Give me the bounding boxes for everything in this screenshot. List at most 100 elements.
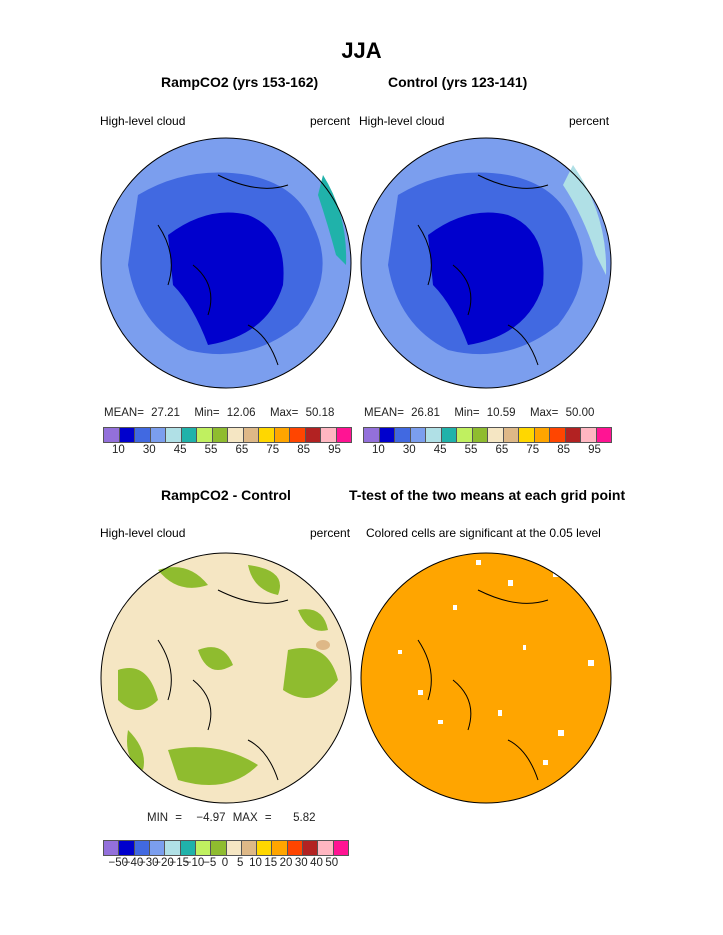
colorbar-tick-label: 85	[557, 444, 571, 456]
colorbar-swatch	[241, 841, 258, 855]
colorbar-swatch	[212, 428, 228, 442]
colorbar-swatch	[488, 428, 504, 442]
colorbar-tick-label: −15	[169, 857, 190, 869]
colorbar-swatch	[135, 428, 151, 442]
colorbar-swatch	[305, 428, 321, 442]
colorbar-tick-label: 10	[249, 857, 262, 869]
colorbar-swatch	[596, 428, 611, 442]
colorbar-swatch	[228, 428, 244, 442]
colorbar-tick-label: 95	[588, 444, 601, 456]
panel-2-stats: MEAN= 26.81 Min= 10.59 Max= 50.00	[364, 407, 595, 419]
map-control	[360, 137, 612, 389]
colorbar-control	[363, 427, 612, 443]
colorbar-tick-label: −10	[184, 857, 205, 869]
colorbar-swatch	[318, 841, 334, 855]
colorbar-tick-label: 10	[112, 444, 125, 456]
colorbar-swatch	[581, 428, 597, 442]
colorbar-tick-label: 5	[237, 857, 244, 869]
colorbar-tick-label: 65	[495, 444, 509, 456]
colorbar-swatch	[519, 428, 535, 442]
colorbar-swatch	[336, 428, 351, 442]
colorbar-swatch	[134, 841, 150, 855]
colorbar-tick-label: 45	[173, 444, 187, 456]
colorbar-difference-ticks: −50 −40 −30 −20 −15 −10 −5 0 5 10 15 20 30 40 50	[103, 857, 347, 871]
colorbar-tick-label: −30	[138, 857, 159, 869]
colorbar-tick-label: 55	[204, 444, 218, 456]
panel-4-title: T-test of the two means at each grid poi…	[349, 487, 626, 503]
colorbar-swatch	[150, 428, 166, 442]
colorbar-tick-label: 65	[235, 444, 249, 456]
colorbar-swatch	[333, 841, 348, 855]
colorbar-swatch	[565, 428, 581, 442]
panel-3-units: percent	[310, 526, 351, 540]
colorbar-swatch	[379, 428, 395, 442]
colorbar-swatch	[243, 428, 259, 442]
colorbar-swatch	[441, 428, 457, 442]
colorbar-swatch	[364, 428, 380, 442]
colorbar-swatch	[211, 841, 227, 855]
colorbar-tick-label: 15	[264, 857, 278, 869]
colorbar-tick-label: −5	[203, 857, 217, 869]
panel-2-title: Control (yrs 123-141)	[388, 74, 528, 90]
map-rampco2	[100, 137, 352, 389]
panel-3-stats: MIN = −4.97 MAX = 5.82	[147, 812, 316, 824]
colorbar-swatch	[180, 841, 196, 855]
colorbar-difference	[103, 840, 349, 856]
panel-1-title: RampCO2 (yrs 153-162)	[161, 74, 319, 90]
colorbar-swatch	[426, 428, 442, 442]
colorbar-tick-label: 20	[279, 857, 293, 869]
map-ttest	[360, 552, 612, 804]
colorbar-swatch	[119, 841, 135, 855]
colorbar-swatch	[287, 841, 304, 855]
colorbar-swatch	[149, 841, 166, 855]
colorbar-swatch	[226, 841, 242, 855]
colorbar-tick-label: 40	[310, 857, 323, 869]
panel-3-title: RampCO2 - Control	[161, 487, 291, 503]
colorbar-tick-label: 55	[464, 444, 478, 456]
colorbar-swatch	[472, 428, 488, 442]
colorbar-swatch	[534, 428, 550, 442]
map-difference	[100, 552, 352, 804]
colorbar-swatch	[457, 428, 473, 442]
colorbar-swatch	[165, 841, 181, 855]
colorbar-tick-label: 30	[142, 444, 156, 456]
colorbar-swatch	[257, 841, 273, 855]
figure-title: JJA	[341, 38, 382, 63]
colorbar-tick-label: 30	[294, 857, 308, 869]
panel-4-note: Colored cells are significant at the 0.0…	[366, 526, 601, 540]
colorbar-swatch	[274, 428, 290, 442]
colorbar-swatch	[303, 841, 319, 855]
colorbar-swatch	[166, 428, 182, 442]
colorbar-swatch	[410, 428, 426, 442]
colorbar-swatch	[195, 841, 212, 855]
colorbar-swatch	[119, 428, 135, 442]
colorbar-tick-label: 85	[297, 444, 311, 456]
colorbar-swatch	[503, 428, 519, 442]
colorbar-tick-label: 75	[526, 444, 540, 456]
colorbar-swatch	[104, 841, 120, 855]
colorbar-tick-label: 45	[433, 444, 447, 456]
colorbar-swatch	[181, 428, 197, 442]
colorbar-tick-label: 30	[402, 444, 416, 456]
colorbar-tick-label: 0	[221, 857, 229, 869]
panel-3-variable: High-level cloud	[100, 526, 186, 540]
colorbar-tick-label: 10	[372, 444, 385, 456]
colorbar-swatch	[197, 428, 213, 442]
colorbar-swatch	[395, 428, 411, 442]
colorbar-tick-label: 75	[266, 444, 280, 456]
colorbar-rampco2	[103, 427, 352, 443]
colorbar-swatch	[290, 428, 306, 442]
panel-2-units: percent	[569, 114, 610, 128]
colorbar-swatch	[259, 428, 275, 442]
colorbar-swatch	[550, 428, 566, 442]
colorbar-swatch	[104, 428, 120, 442]
colorbar-tick-label: −20	[154, 857, 174, 869]
colorbar-control-ticks: 10 30 45 55 65 75 85 95	[363, 444, 610, 458]
panel-1-stats: MEAN= 27.21 Min= 12.06 Max= 50.18	[104, 407, 335, 419]
colorbar-tick-label: 95	[328, 444, 341, 456]
colorbar-swatch	[321, 428, 337, 442]
colorbar-rampco2-ticks: 10 30 45 55 65 75 85 95	[103, 444, 350, 458]
colorbar-tick-label: −40	[123, 857, 144, 869]
panel-1-units: percent	[310, 114, 351, 128]
panel-1-variable: High-level cloud	[100, 114, 186, 128]
